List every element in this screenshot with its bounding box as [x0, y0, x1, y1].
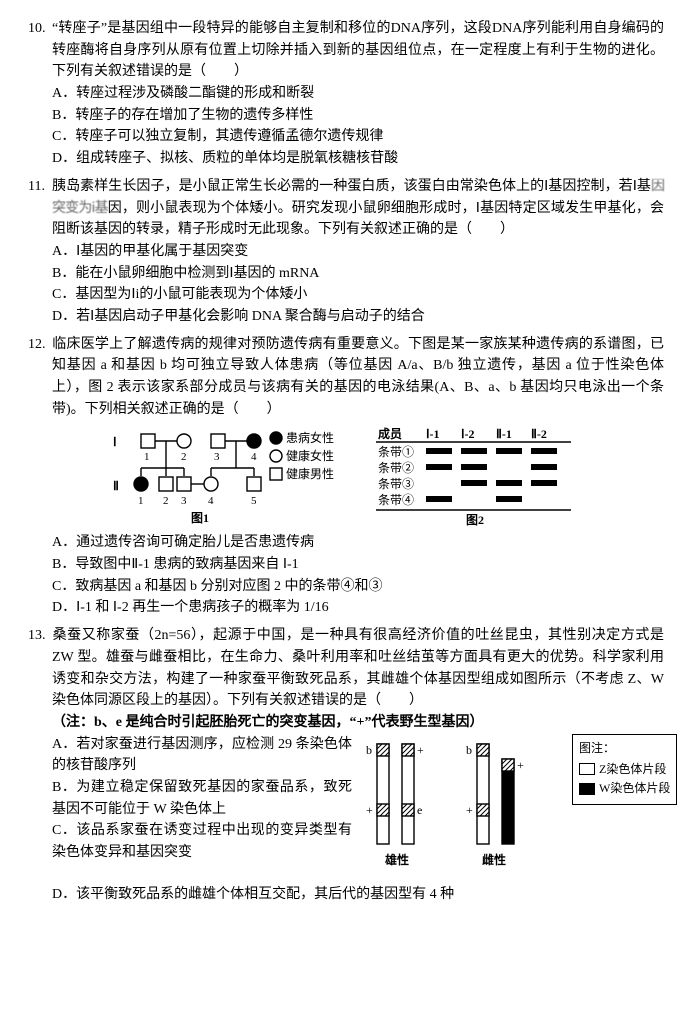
svg-text:Ⅰ-2: Ⅰ-2 — [461, 427, 475, 441]
q10-stem-text: “转座子”是基因组中一段特异的能够自主复制和移位的DNA序列，这段DNA序列能利… — [52, 21, 664, 79]
svg-text:条带①: 条带① — [378, 445, 414, 459]
legend-normal-female: 健康女性 — [286, 448, 334, 463]
female-label: 雌性 — [482, 852, 506, 867]
q13-opt-a: A．若对家蚕进行基因测序，应检测 29 条染色体的核苷酸序列 — [52, 734, 352, 777]
q11-stem-a: 胰岛素样生长因子，是小鼠正常生长必需的一种蛋白质，该蛋白由常染色体上的Ⅰ基因控制… — [52, 179, 651, 194]
svg-text:Ⅰ-1: Ⅰ-1 — [426, 427, 440, 441]
q13-opt-d-wrap: D．该平衡致死品系的雌雄个体相互交配，其后代的基因型有 4 种 — [28, 884, 664, 906]
q12-options: A．通过遗传咨询可确定胎儿是否患遗传病 B．导致图中Ⅱ-1 患病的致病基因来自 … — [28, 532, 664, 619]
q11-options: A．Ⅰ基因的甲基化属于基因突变 B．能在小鼠卵细胞中检测到Ⅰ基因的 mRNA C… — [28, 241, 664, 328]
q11-stem: 11.胰岛素样生长因子，是小鼠正常生长必需的一种蛋白质，该蛋白由常染色体上的Ⅰ基… — [52, 176, 664, 241]
svg-text:4: 4 — [208, 495, 214, 507]
svg-text:Ⅱ-1: Ⅱ-1 — [496, 427, 512, 441]
q11-opt-a: A．Ⅰ基因的甲基化属于基因突变 — [52, 241, 664, 263]
q13-legend: 图注： Z染色体片段 W染色体片段 — [572, 734, 677, 806]
question-10: 10.“转座子”是基因组中一段特异的能够自主复制和移位的DNA序列，这段DNA序… — [28, 18, 664, 170]
q11-stem-b: 因，则小鼠表现为个体矮小。研究发现小鼠卵细胞形成时，Ⅰ基因特定区域发生甲基化，会… — [52, 201, 664, 238]
svg-text:条带④: 条带④ — [378, 493, 414, 507]
question-13: 13.桑蚕又称家蚕（2n=56），起源于中国，是一种具有很高经济价值的吐丝昆虫，… — [28, 625, 664, 905]
svg-text:e: e — [417, 803, 422, 817]
svg-text:1: 1 — [138, 495, 144, 507]
q12-figure-2: 成员 Ⅰ-1 Ⅰ-2 Ⅱ-1 Ⅱ-2 条带① 条带② 条带③ 条带④ 图2 — [376, 426, 581, 526]
q13-figure: b + + e 雄性 b + — [357, 734, 567, 884]
svg-text:条带②: 条带② — [378, 461, 414, 475]
q11-opt-d: D．若Ⅰ基因启动子甲基化会影响 DNA 聚合酶与启动子的结合 — [52, 306, 664, 328]
svg-text:+: + — [466, 803, 473, 817]
q12-figures: Ⅰ 1 2 3 4 — [28, 426, 664, 526]
q10-stem: 10.“转座子”是基因组中一段特异的能够自主复制和移位的DNA序列，这段DNA序… — [52, 18, 664, 83]
q10-opt-c: C．转座子可以独立复制，其遗传遵循孟德尔遗传规律 — [52, 126, 664, 148]
svg-text:Ⅱ-2: Ⅱ-2 — [531, 427, 547, 441]
q13-number: 13. — [28, 625, 52, 647]
q11-opt-c: C．基因型为Ⅰi的小鼠可能表现为个体矮小 — [52, 284, 664, 306]
q10-options: A．转座过程涉及磷酸二酯键的形成和断裂 B．转座子的存在增加了生物的遗传多样性 … — [28, 83, 664, 170]
svg-text:+: + — [417, 743, 424, 757]
q13-opt-c: C．该品系家蚕在诱变过程中出现的变异类型有染色体变异和基因突变 — [52, 820, 352, 863]
q12-opt-d: D．Ⅰ-1 和 Ⅰ-2 再生一个患病孩子的概率为 1/16 — [52, 597, 664, 619]
question-12: 12.临床医学上了解遗传病的规律对预防遗传病有重要意义。下图是某一家族某种遗传病… — [28, 334, 664, 620]
svg-text:3: 3 — [214, 451, 220, 463]
q12-opt-b: B．导致图中Ⅱ-1 患病的致病基因来自 Ⅰ-1 — [52, 554, 664, 576]
svg-text:成员: 成员 — [378, 426, 402, 441]
q12-opt-c: C．致病基因 a 和基因 b 分别对应图 2 中的条带④和③ — [52, 576, 664, 598]
q11-number: 11. — [28, 176, 52, 198]
q12-number: 12. — [28, 334, 52, 356]
q10-opt-d: D．组成转座子、拟核、质粒的单体均是脱氧核糖核苷酸 — [52, 148, 664, 170]
svg-text:+: + — [517, 758, 524, 772]
q11-opt-b: B．能在小鼠卵细胞中检测到Ⅰ基因的 mRNA — [52, 263, 664, 285]
svg-text:条带③: 条带③ — [378, 477, 414, 491]
legend-w: W染色体片段 — [599, 779, 670, 798]
q13-note: （注：b、e 是纯合时引起胚胎死亡的突变基因，“+”代表野生型基因） — [52, 712, 664, 734]
gen-1-label: Ⅰ — [113, 435, 117, 449]
question-11: 11.胰岛素样生长因子，是小鼠正常生长必需的一种蛋白质，该蛋白由常染色体上的Ⅰ基… — [28, 176, 664, 328]
svg-text:3: 3 — [181, 495, 187, 507]
q12-stem: 12.临床医学上了解遗传病的规律对预防遗传病有重要意义。下图是某一家族某种遗传病… — [52, 334, 664, 421]
legend-title: 图注： — [579, 739, 670, 758]
q13-stem-text: 桑蚕又称家蚕（2n=56），起源于中国，是一种具有很高经济价值的吐丝昆虫，其性别… — [52, 628, 664, 708]
q10-opt-b: B．转座子的存在增加了生物的遗传多样性 — [52, 105, 664, 127]
q10-number: 10. — [28, 18, 52, 40]
svg-text:1: 1 — [144, 451, 150, 463]
fig2-caption: 图2 — [466, 513, 484, 526]
svg-text:4: 4 — [251, 451, 257, 463]
q13-opt-b: B．为建立稳定保留致死基因的家蚕品系，致死基因不可能位于 W 染色体上 — [52, 777, 352, 820]
q12-figure-1: Ⅰ 1 2 3 4 — [111, 426, 346, 526]
q13-body-row: A．若对家蚕进行基因测序，应检测 29 条染色体的核苷酸序列 B．为建立稳定保留… — [28, 734, 664, 884]
svg-text:b: b — [366, 743, 372, 757]
legend-z: Z染色体片段 — [599, 760, 666, 779]
q10-opt-a: A．转座过程涉及磷酸二酯键的形成和断裂 — [52, 83, 664, 105]
svg-text:2: 2 — [181, 451, 187, 463]
svg-text:+: + — [366, 803, 373, 817]
q13-opt-d: D．该平衡致死品系的雌雄个体相互交配，其后代的基因型有 4 种 — [52, 884, 664, 906]
gen-2-label: Ⅱ — [113, 479, 119, 493]
q13-stem: 13.桑蚕又称家蚕（2n=56），起源于中国，是一种具有很高经济价值的吐丝昆虫，… — [52, 625, 664, 712]
legend-normal-male: 健康男性 — [286, 466, 334, 481]
male-label: 雄性 — [384, 852, 409, 867]
q12-stem-text: 临床医学上了解遗传病的规律对预防遗传病有重要意义。下图是某一家族某种遗传病的系谱… — [52, 337, 664, 417]
fig1-caption: 图1 — [191, 511, 209, 525]
q12-opt-a: A．通过遗传咨询可确定胎儿是否患遗传病 — [52, 532, 664, 554]
legend-affected-female: 患病女性 — [286, 430, 334, 445]
svg-text:5: 5 — [251, 495, 257, 507]
svg-text:b: b — [466, 743, 472, 757]
svg-text:2: 2 — [163, 495, 169, 507]
